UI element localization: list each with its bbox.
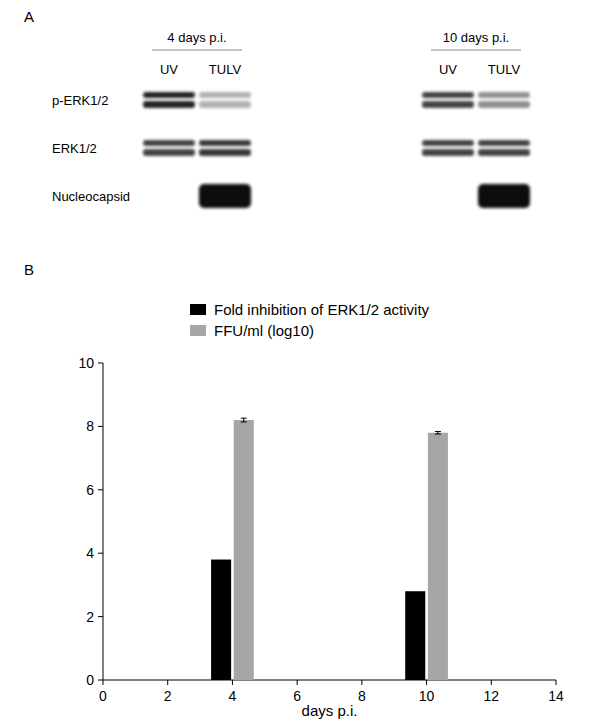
error-cap [435,434,441,435]
lane-label: TULV [488,62,521,77]
y-tick [98,489,103,490]
band [199,92,251,108]
y-tick-label: 10 [78,355,94,371]
band-part [422,149,474,156]
x-tick-label: 12 [483,688,499,704]
bar [405,591,425,680]
band-part [199,101,251,108]
band-part [199,149,251,156]
error-cap [241,421,247,422]
lane-label: UV [160,62,178,77]
row-label: p-ERK1/2 [52,93,108,108]
y-tick-label: 4 [86,545,94,561]
band-part [422,140,474,146]
panel-label: B [24,261,34,278]
band [478,184,530,208]
x-tick-label: 2 [164,688,172,704]
band-part [478,101,530,108]
y-axis [103,363,104,680]
y-tick [98,616,103,617]
band-part [143,101,195,108]
y-tick-label: 2 [86,609,94,625]
x-tick [167,680,168,685]
band-part [478,149,530,156]
band [478,92,530,108]
y-tick [98,680,103,681]
x-tick [426,680,427,685]
x-tick-label: 6 [293,688,301,704]
band [422,92,474,108]
band-part [143,92,195,98]
band-part [143,149,195,156]
x-tick [232,680,233,685]
x-tick [297,680,298,685]
legend-label: Fold inhibition of ERK1/2 activity [214,301,430,318]
group-label: 4 days p.i. [167,30,226,45]
group-underline [431,50,521,51]
band-part [478,92,530,98]
y-tick-label: 0 [86,672,94,688]
row-label: ERK1/2 [52,141,97,156]
y-tick-label: 8 [86,418,94,434]
row-label: Nucleocapsid [52,189,130,204]
band-part [478,140,530,146]
group-label: 10 days p.i. [443,30,510,45]
error-bar [435,431,441,434]
band-part [199,92,251,98]
x-tick [103,680,104,685]
x-axis-label: days p.i. [302,702,358,719]
band-part [199,184,251,208]
band-part [199,140,251,146]
group-underline [152,50,242,51]
y-tick [98,363,103,364]
error-stem [243,418,244,422]
bar [211,560,231,680]
x-tick [491,680,492,685]
band-part [422,92,474,98]
x-tick-label: 10 [419,688,435,704]
legend-label: FFU/ml (log10) [214,322,314,339]
band-part [143,140,195,146]
plot-area [211,418,448,680]
x-tick-label: 4 [229,688,237,704]
x-tick-label: 14 [548,688,564,704]
legend-swatch [190,325,206,336]
y-tick [98,553,103,554]
x-axis [103,680,556,681]
band [143,92,195,108]
error-cap [241,418,247,419]
x-tick-label: 8 [358,688,366,704]
x-tick [361,680,362,685]
band [199,140,251,156]
band-part [478,184,530,208]
y-tick-label: 6 [86,482,94,498]
band [478,140,530,156]
lane-label: TULV [209,62,242,77]
error-bar [241,418,247,422]
x-tick [556,680,557,685]
error-cap [435,431,441,432]
panel-label: A [24,8,34,25]
bar [428,433,448,680]
band [143,140,195,156]
legend-swatch [190,304,206,315]
band [199,184,251,208]
band [422,140,474,156]
x-tick-label: 0 [99,688,107,704]
y-tick [98,426,103,427]
bar [234,420,254,680]
lane-label: UV [439,62,457,77]
band-part [422,101,474,108]
